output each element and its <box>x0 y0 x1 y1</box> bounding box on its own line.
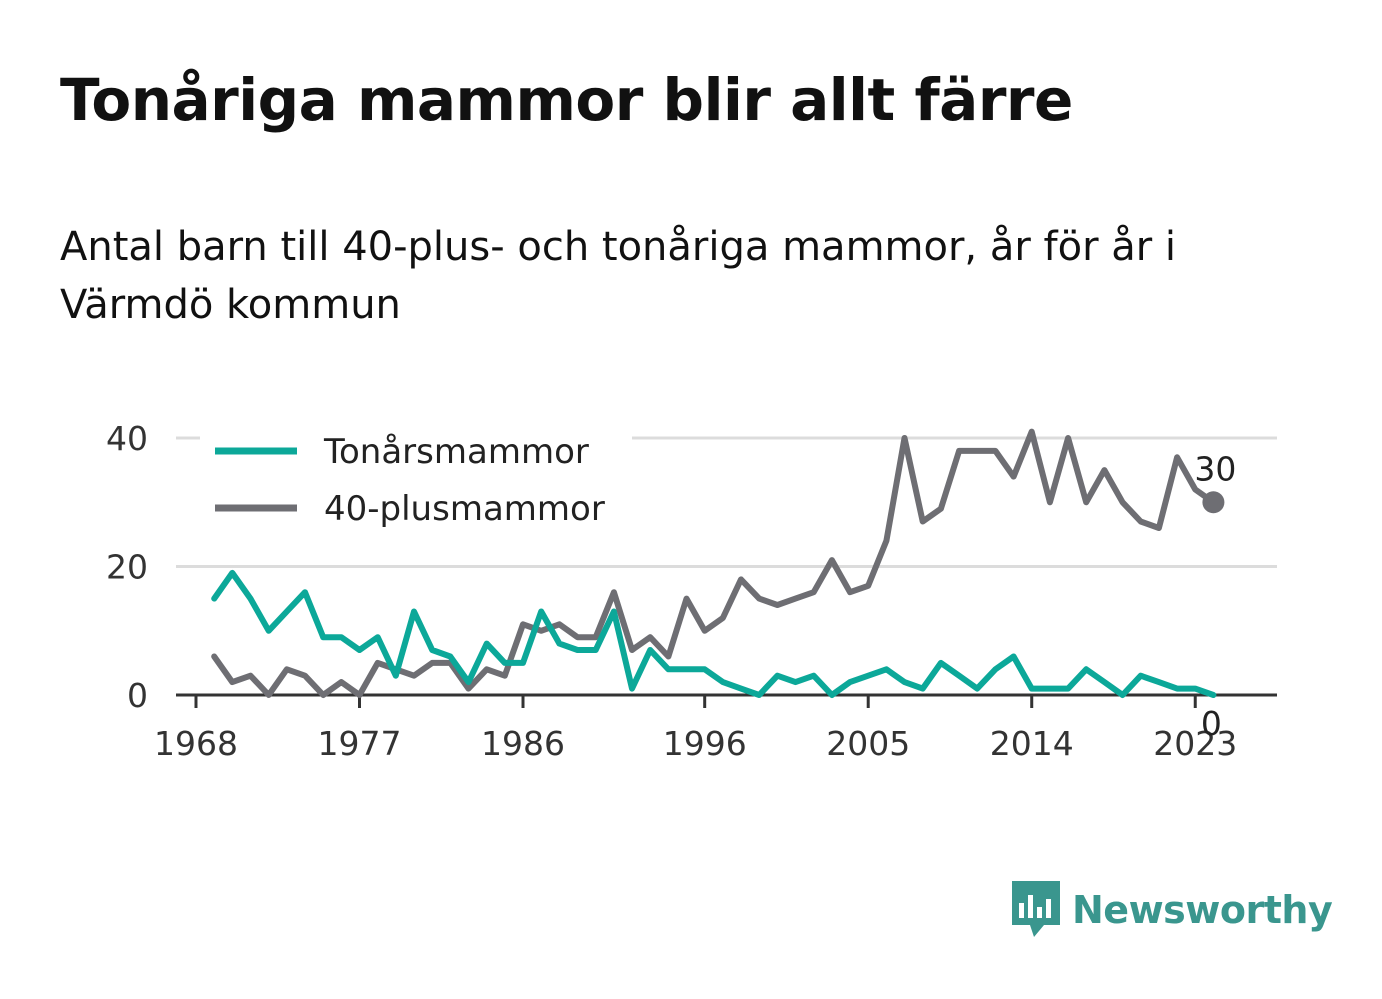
x-tick-label: 2005 <box>826 724 910 763</box>
y-tick-label: 20 <box>106 548 148 587</box>
x-tick-label: 1996 <box>663 724 747 763</box>
x-tick-label: 1968 <box>154 724 238 763</box>
page-title: Tonåriga mammor blir allt färre <box>60 66 1073 134</box>
series-line-tonårsmammor <box>211 569 1217 698</box>
x-tick-label: 1977 <box>318 724 402 763</box>
legend-box <box>200 422 632 540</box>
series-line-40-plusmammor <box>211 428 1217 698</box>
series-end-marker <box>1202 491 1225 514</box>
brand-name: Newsworthy <box>1072 888 1333 932</box>
page-subtitle: Antal barn till 40-plus- och tonåriga ma… <box>60 224 1177 328</box>
y-tick-label: 0 <box>127 676 148 715</box>
legend-label: Tonårsmammor <box>323 432 589 472</box>
legend-label: 40-plusmammor <box>324 489 605 529</box>
x-tick-label: 2014 <box>990 724 1074 763</box>
series-end-label: 0 <box>1201 704 1222 743</box>
series-end-label: 30 <box>1194 449 1236 488</box>
x-tick-label: 2023 <box>1153 724 1237 763</box>
x-tick-label: 1986 <box>481 724 565 763</box>
y-tick-label: 40 <box>106 419 148 458</box>
brand: Newsworthy <box>1010 878 1333 942</box>
newsworthy-logo-icon <box>1012 881 1060 937</box>
